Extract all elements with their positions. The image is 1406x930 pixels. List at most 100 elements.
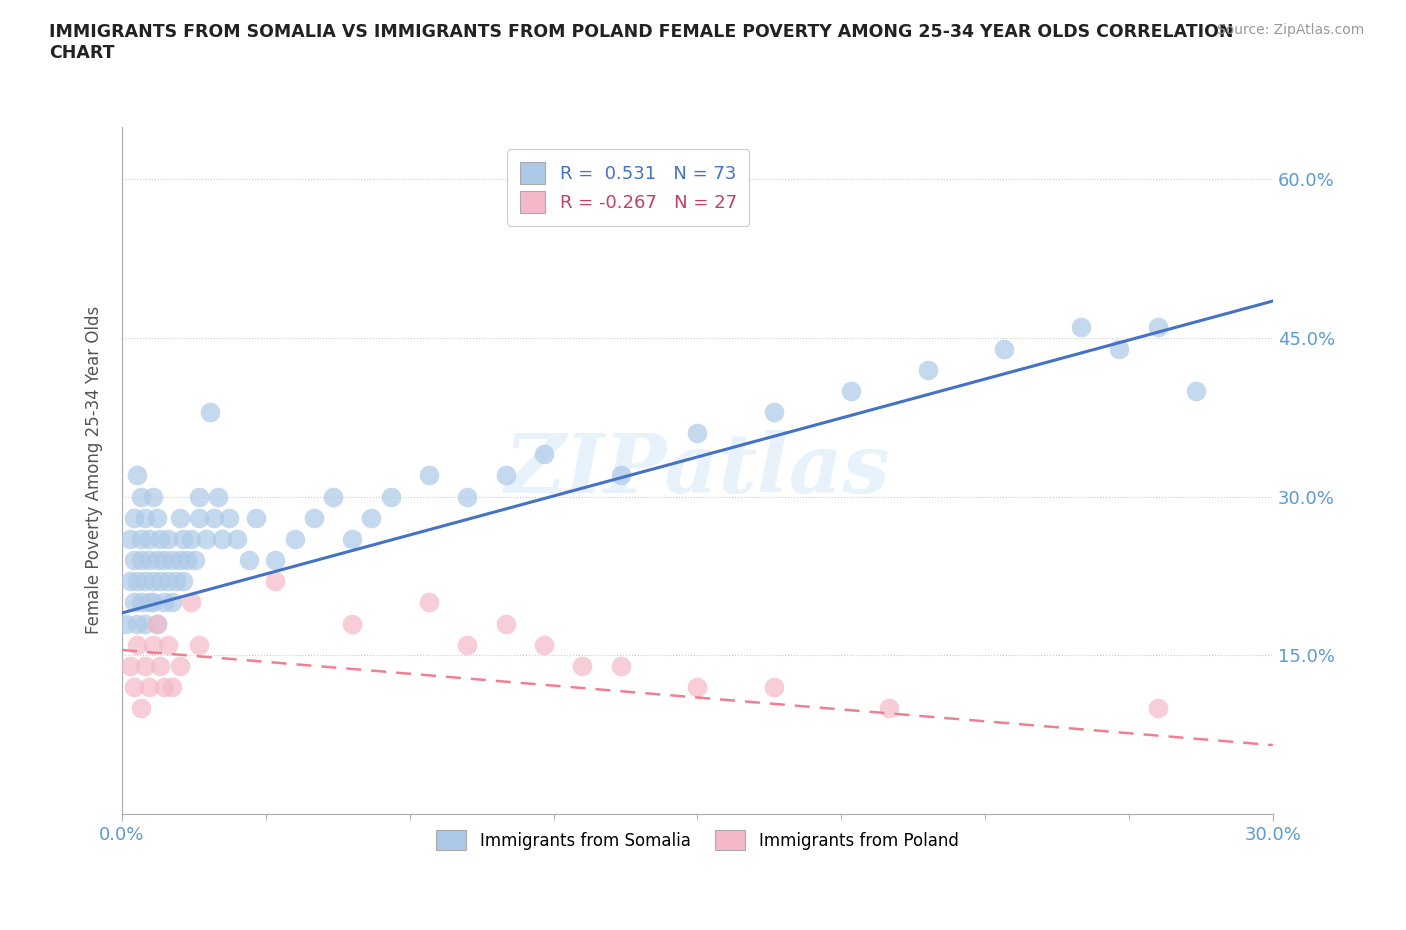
Point: [122, 511, 145, 525]
Point: [187, 489, 209, 504]
Point: [877, 700, 900, 715]
Point: [226, 532, 249, 547]
Point: [122, 595, 145, 610]
Point: [1146, 700, 1168, 715]
Point: [218, 511, 240, 525]
Point: [245, 511, 267, 525]
Point: [1146, 320, 1168, 335]
Point: [165, 574, 187, 589]
Point: [115, 616, 138, 631]
Point: [127, 574, 149, 589]
Point: [180, 532, 202, 547]
Point: [763, 405, 786, 419]
Text: ZIPatlas: ZIPatlas: [505, 431, 890, 511]
Point: [122, 552, 145, 567]
Point: [127, 637, 149, 652]
Point: [686, 426, 709, 441]
Point: [138, 532, 160, 547]
Point: [456, 637, 478, 652]
Point: [153, 680, 176, 695]
Point: [172, 574, 194, 589]
Point: [129, 489, 152, 504]
Point: [160, 680, 183, 695]
Point: [195, 532, 218, 547]
Point: [142, 595, 165, 610]
Point: [149, 532, 172, 547]
Point: [571, 658, 593, 673]
Point: [157, 532, 180, 547]
Point: [418, 468, 440, 483]
Point: [187, 511, 209, 525]
Point: [211, 532, 233, 547]
Legend: Immigrants from Somalia, Immigrants from Poland: Immigrants from Somalia, Immigrants from…: [430, 823, 966, 857]
Point: [169, 658, 191, 673]
Point: [264, 574, 287, 589]
Point: [134, 511, 156, 525]
Point: [129, 532, 152, 547]
Point: [157, 574, 180, 589]
Point: [1185, 383, 1208, 398]
Point: [160, 552, 183, 567]
Point: [122, 680, 145, 695]
Point: [127, 468, 149, 483]
Point: [138, 552, 160, 567]
Point: [202, 511, 225, 525]
Point: [142, 489, 165, 504]
Point: [609, 658, 631, 673]
Point: [340, 616, 363, 631]
Point: [200, 405, 222, 419]
Point: [187, 637, 209, 652]
Point: [418, 595, 440, 610]
Point: [129, 552, 152, 567]
Point: [138, 680, 160, 695]
Point: [917, 363, 939, 378]
Y-axis label: Female Poverty Among 25-34 Year Olds: Female Poverty Among 25-34 Year Olds: [86, 306, 103, 634]
Point: [993, 341, 1015, 356]
Point: [533, 637, 555, 652]
Point: [264, 552, 287, 567]
Point: [456, 489, 478, 504]
Point: [533, 447, 555, 462]
Point: [763, 680, 786, 695]
Point: [180, 595, 202, 610]
Point: [129, 595, 152, 610]
Point: [322, 489, 344, 504]
Point: [153, 552, 176, 567]
Point: [118, 574, 141, 589]
Point: [207, 489, 229, 504]
Point: [686, 680, 709, 695]
Point: [138, 595, 160, 610]
Point: [176, 552, 198, 567]
Point: [129, 700, 152, 715]
Point: [238, 552, 260, 567]
Point: [360, 511, 382, 525]
Point: [284, 532, 307, 547]
Point: [153, 595, 176, 610]
Point: [134, 616, 156, 631]
Point: [184, 552, 207, 567]
Point: [127, 616, 149, 631]
Point: [145, 616, 167, 631]
Point: [145, 552, 167, 567]
Point: [839, 383, 862, 398]
Point: [134, 574, 156, 589]
Point: [142, 574, 165, 589]
Point: [380, 489, 402, 504]
Point: [145, 511, 167, 525]
Text: IMMIGRANTS FROM SOMALIA VS IMMIGRANTS FROM POLAND FEMALE POVERTY AMONG 25-34 YEA: IMMIGRANTS FROM SOMALIA VS IMMIGRANTS FR…: [49, 23, 1233, 62]
Point: [160, 595, 183, 610]
Point: [118, 658, 141, 673]
Point: [495, 468, 517, 483]
Point: [169, 552, 191, 567]
Point: [340, 532, 363, 547]
Point: [169, 511, 191, 525]
Point: [157, 637, 180, 652]
Point: [145, 616, 167, 631]
Point: [1070, 320, 1092, 335]
Point: [1108, 341, 1130, 356]
Text: Source: ZipAtlas.com: Source: ZipAtlas.com: [1216, 23, 1364, 37]
Point: [142, 637, 165, 652]
Point: [134, 658, 156, 673]
Point: [118, 532, 141, 547]
Point: [609, 468, 631, 483]
